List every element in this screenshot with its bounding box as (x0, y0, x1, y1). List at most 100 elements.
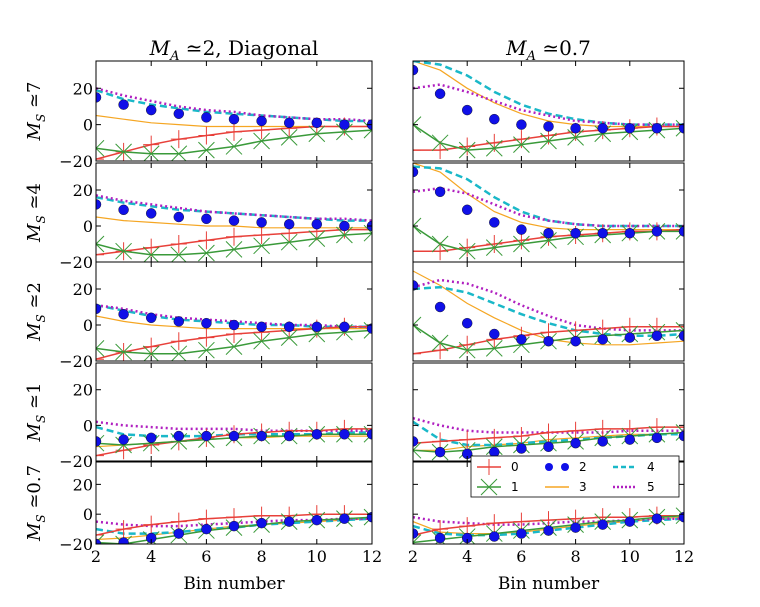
series-1-point-3 (115, 343, 132, 361)
series-1-point-12 (675, 507, 684, 525)
series-1-point-2 (96, 340, 105, 357)
series-2-point-6 (201, 318, 212, 329)
series-1-point-3 (431, 334, 449, 352)
series-0-line (96, 117, 372, 161)
legend-label: 0 (511, 460, 519, 474)
series-2-point-7 (228, 215, 240, 226)
y-tick-label: −20 (59, 352, 93, 371)
series-2-point-7 (228, 319, 240, 331)
legend-item-2: 2 (545, 460, 587, 474)
x-tick-label: 8 (571, 547, 581, 566)
series-2-point-6 (516, 528, 527, 539)
series-2-point-4 (462, 104, 473, 116)
series-1-point-6 (198, 141, 215, 159)
series-2-point-8 (256, 217, 267, 228)
panel-frame (412, 261, 685, 362)
series-1-point-11 (336, 123, 353, 141)
series-5-line (413, 186, 684, 228)
series-2-point-8 (256, 115, 267, 127)
series-1-point-2 (96, 534, 105, 544)
series-0-point-5 (170, 512, 187, 531)
x-tick-label: 10 (620, 547, 640, 566)
series-1-point-3 (115, 242, 132, 260)
series-0-point-2 (96, 245, 104, 262)
series-2-point-3 (434, 532, 446, 544)
series-1-point-7 (540, 132, 557, 150)
series-2-point-11 (651, 513, 663, 524)
series-0-point-4 (459, 430, 476, 449)
series-1-point-8 (253, 132, 270, 150)
series-0-point-7 (226, 122, 242, 141)
series-2-point-5 (489, 531, 500, 542)
row-label-5: MS ≃0.7 (24, 465, 48, 542)
series-1-point-2 (96, 434, 105, 452)
x-tick-label: 6 (201, 547, 211, 566)
series-2-point-5 (489, 113, 500, 125)
series-2-point-12 (678, 123, 684, 134)
series-1-point-10 (308, 230, 326, 247)
series-1-point-3 (431, 134, 449, 152)
x-tick-label: 10 (307, 547, 327, 566)
series-0-point-4 (459, 137, 476, 156)
series-0-point-6 (198, 328, 215, 347)
series-0-point-2 (96, 526, 104, 544)
series-2-point-2 (96, 199, 102, 210)
series-2-point-9 (284, 321, 295, 332)
series-0-point-12 (364, 505, 372, 524)
series-1-point-12 (363, 224, 372, 242)
series-2-point-12 (366, 429, 372, 440)
series-3-line (413, 61, 684, 128)
series-2-point-4 (145, 432, 157, 444)
series-2-point-5 (173, 211, 185, 223)
series-2-point-5 (489, 217, 500, 228)
series-1-point-8 (567, 129, 584, 146)
series-1-point-3 (115, 143, 132, 161)
series-2-point-10 (311, 117, 322, 129)
series-1-point-9 (280, 329, 298, 346)
series-1-point-4 (458, 141, 476, 159)
series-0-point-2 (413, 434, 421, 453)
series-0-point-12 (364, 117, 372, 136)
series-1-point-9 (280, 129, 298, 146)
series-1-line (96, 224, 372, 262)
series-0-point-6 (513, 512, 530, 531)
y-tick-label: 0 (83, 116, 93, 135)
column-title-1: MA ≃2, Diagonal (149, 36, 319, 64)
x-tick-label: 4 (462, 547, 472, 566)
series-0-point-5 (486, 428, 503, 447)
series-0-point-12 (364, 317, 372, 336)
legend: 0 1 2 3 4 5 (470, 455, 680, 498)
series-1-point-4 (458, 242, 476, 260)
x-axis-titles: Bin number Bin number (183, 574, 600, 594)
series-2-line (96, 92, 372, 130)
series-1-line (413, 116, 684, 159)
series-2-point-5 (173, 316, 185, 327)
legend-item-5: 5 (613, 480, 655, 494)
panel-2-1: −20 0 20 (59, 162, 373, 272)
series-2-point-10 (311, 218, 322, 230)
series-1-point-6 (513, 336, 530, 354)
x-tick-label: 4 (146, 547, 156, 566)
legend-item-1: 1 (477, 478, 519, 496)
series-2-point-5 (489, 446, 500, 458)
series-2-point-3 (118, 434, 129, 445)
series-5-line (413, 278, 684, 332)
series-2-point-4 (145, 104, 157, 116)
series-2-point-11 (651, 226, 663, 237)
x-tick-label: 12 (362, 547, 382, 566)
series-1-point-12 (675, 424, 684, 441)
y-tick-label: 0 (83, 316, 93, 335)
series-2-line (413, 511, 684, 544)
series-2-point-10 (624, 516, 635, 527)
legend-item-4: 4 (613, 460, 655, 474)
series-2-point-12 (366, 323, 372, 334)
series-2-point-10 (624, 332, 635, 343)
series-1-point-7 (540, 232, 557, 249)
series-2-point-2 (413, 166, 419, 178)
panel-frame (95, 461, 373, 545)
series-4-line (96, 88, 372, 123)
series-1-point-7 (225, 338, 243, 355)
series-0-point-6 (513, 427, 530, 446)
panel-4-2 (412, 362, 685, 462)
series-5-line (96, 303, 372, 329)
